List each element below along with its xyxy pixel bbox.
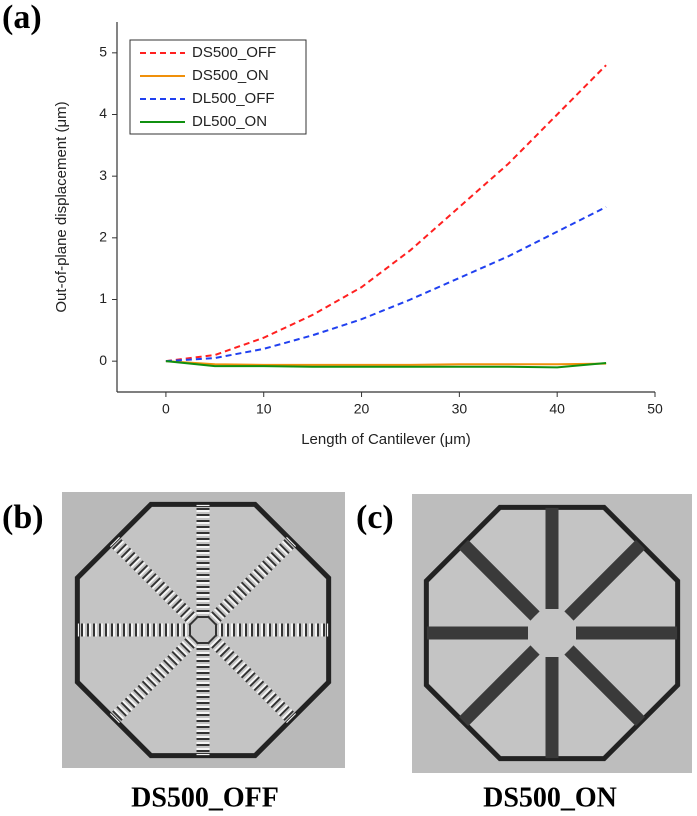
- line: [165, 64, 607, 363]
- y-tick-label: 0: [99, 352, 107, 368]
- octagon-c-spoke: [458, 645, 540, 727]
- y-tick-label: 4: [99, 105, 107, 121]
- legend-label: DS500_OFF: [192, 44, 276, 61]
- line: [165, 206, 607, 363]
- caption: DS500_ON: [483, 782, 617, 813]
- octagon-c-spoke: [458, 539, 540, 621]
- panel-label: (c): [356, 499, 394, 536]
- legend-label: DL500_OFF: [192, 90, 275, 107]
- octagon-c-spoke: [564, 645, 646, 727]
- octagon-b-spoke-hi: [109, 536, 200, 627]
- octagon-b-spoke-hi: [109, 633, 200, 724]
- panel-label: (b): [2, 499, 44, 536]
- octagon-c-hub: [528, 609, 576, 657]
- legend-label: DS500_ON: [192, 67, 269, 84]
- line: [165, 360, 607, 366]
- x-tick-label: 0: [162, 401, 170, 417]
- octagon-b-spoke-hi: [206, 536, 297, 627]
- y-tick-label: 1: [99, 290, 107, 306]
- y-tick-label: 5: [99, 44, 107, 60]
- line: [165, 360, 607, 369]
- y-tick-label: 3: [99, 167, 107, 183]
- caption: DS500_OFF: [131, 782, 279, 813]
- octagon-b-spoke: [109, 536, 200, 627]
- octagon-b-spoke: [206, 536, 297, 627]
- x-tick-label: 50: [647, 401, 663, 417]
- octagon-c-spoke: [564, 539, 646, 621]
- x-tick-label: 10: [256, 401, 272, 417]
- octagon-b-spoke: [206, 633, 297, 724]
- octagon-b-spoke-hi: [206, 633, 297, 724]
- legend-box: [129, 39, 307, 135]
- panel-label: (a): [2, 0, 42, 36]
- x-axis-label: Length of Cantilever (μm): [301, 431, 471, 448]
- x-tick-label: 40: [549, 401, 565, 417]
- y-tick-label: 2: [99, 229, 107, 245]
- octagon-b-spoke: [109, 633, 200, 724]
- x-tick-label: 20: [354, 401, 370, 417]
- x-tick-label: 30: [452, 401, 468, 417]
- legend-label: DL500_ON: [192, 113, 267, 130]
- y-axis-label: Out-of-plane displacement (μm): [53, 101, 70, 312]
